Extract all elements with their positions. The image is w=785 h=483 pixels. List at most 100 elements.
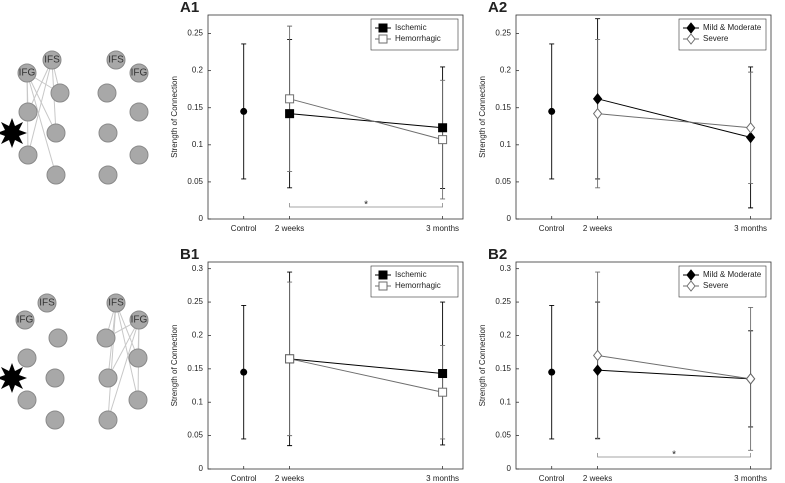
marker	[438, 387, 448, 397]
series-line	[597, 369, 751, 380]
network-a-right: IFS IFG	[97, 50, 149, 185]
legend-label: Hemorrhagic	[395, 281, 441, 290]
panel-label: A1	[180, 0, 199, 16]
chart: B2 Strength of Connection 0 0.05 0.1 0.15 0.2 0…	[478, 246, 772, 483]
marker	[592, 107, 603, 120]
legend-marker	[378, 23, 388, 33]
legend-label: Ischemic	[395, 23, 427, 32]
node-label: IFS	[108, 55, 124, 66]
y-axis-label: Strength of Connection	[478, 76, 487, 158]
marker	[592, 93, 603, 105]
y-tick-label: 0.2	[500, 66, 512, 75]
y-tick-label: 0.3	[500, 264, 512, 273]
marker	[745, 373, 756, 385]
panel-label: B1	[180, 246, 199, 263]
series-line	[597, 98, 751, 138]
y-tick-label: 0.2	[192, 331, 204, 340]
y-axis-label: Strength of Connection	[170, 76, 179, 158]
legend-marker	[686, 269, 696, 281]
legend-label: Severe	[703, 34, 729, 43]
y-tick-label: 0.15	[495, 103, 511, 112]
network-a-left: IFS IFG	[0, 50, 70, 185]
y-tick-label: 0	[199, 214, 204, 223]
marker	[285, 94, 295, 104]
panel-label: A2	[488, 0, 507, 16]
chart: B1 Strength of Connection 0 0.05 0.1 0.15 0.2 0…	[170, 246, 464, 483]
series-line	[597, 113, 751, 129]
y-tick-label: 0.05	[187, 431, 203, 440]
significance-label: *	[364, 200, 368, 211]
y-tick-label: 0.25	[187, 297, 203, 306]
legend-marker	[378, 34, 388, 44]
chart: A1 Strength of Connection 0 0.05 0.1 0.15 0.2 0…	[170, 0, 464, 233]
y-tick-label: 0	[507, 464, 512, 473]
y-tick-label: 0.05	[187, 177, 203, 186]
x-tick-label: Control	[231, 474, 257, 483]
legend-marker	[686, 280, 696, 292]
node-label: IFG	[131, 68, 148, 79]
y-tick-label: 0	[507, 214, 512, 223]
x-tick-label: 2 weeks	[275, 224, 304, 233]
marker	[285, 354, 295, 364]
y-tick-label: 0.25	[495, 297, 511, 306]
legend-label: Ischemic	[395, 270, 427, 279]
y-tick-label: 0.1	[500, 397, 512, 406]
series-line	[289, 98, 443, 141]
control-point	[240, 107, 248, 115]
node-label: IFS	[39, 298, 55, 309]
network-b-right: IFS IFG	[96, 293, 149, 430]
marker	[592, 364, 603, 376]
node-label: IFS	[44, 55, 60, 66]
marker	[745, 121, 756, 134]
y-tick-label: 0.05	[495, 431, 511, 440]
x-tick-label: 3 months	[426, 224, 459, 233]
marker	[745, 131, 756, 144]
x-tick-label: 2 weeks	[275, 474, 304, 483]
y-tick-label: 0.2	[500, 331, 512, 340]
y-tick-label: 0	[199, 464, 204, 473]
series-line	[289, 358, 443, 393]
x-tick-label: Control	[539, 224, 565, 233]
significance-bracket	[597, 453, 751, 458]
legend	[678, 18, 767, 51]
y-axis-label: Strength of Connection	[478, 325, 487, 407]
legend-marker	[686, 33, 696, 45]
control-point	[548, 107, 556, 115]
legend	[678, 265, 767, 298]
marker	[438, 135, 448, 145]
y-axis-label: Strength of Connection	[170, 325, 179, 407]
legend-label: Mild & Moderate	[703, 270, 762, 279]
legend-marker	[378, 270, 388, 280]
legend-label: Severe	[703, 281, 729, 290]
y-tick-label: 0.25	[187, 29, 203, 38]
marker	[285, 109, 295, 119]
control-point	[548, 368, 556, 376]
x-tick-label: 3 months	[734, 474, 767, 483]
node-label: IFS	[108, 298, 124, 309]
node-label: IFG	[17, 315, 34, 326]
marker	[438, 123, 448, 133]
y-tick-label: 0.15	[187, 364, 203, 373]
marker	[592, 349, 603, 362]
x-tick-label: 3 months	[734, 224, 767, 233]
significance-label: *	[672, 450, 676, 461]
x-tick-label: 2 weeks	[583, 224, 612, 233]
y-tick-label: 0.1	[500, 140, 512, 149]
panel-label: B2	[488, 246, 507, 263]
control-point	[240, 368, 248, 376]
legend-label: Hemorrhagic	[395, 34, 441, 43]
lesion	[0, 118, 27, 148]
x-tick-label: Control	[231, 224, 257, 233]
chart: A2 Strength of Connection 0 0.05 0.1 0.15 0.2 0…	[478, 0, 772, 233]
y-tick-label: 0.1	[192, 140, 204, 149]
y-tick-label: 0.3	[192, 264, 204, 273]
y-tick-label: 0.1	[192, 397, 204, 406]
node-label: IFG	[19, 68, 36, 79]
x-tick-label: 3 months	[426, 474, 459, 483]
lesion	[0, 363, 27, 393]
x-tick-label: 2 weeks	[583, 474, 612, 483]
network-b-left: IFS IFG	[0, 293, 68, 430]
legend-marker	[686, 22, 696, 34]
series-line	[289, 358, 443, 375]
